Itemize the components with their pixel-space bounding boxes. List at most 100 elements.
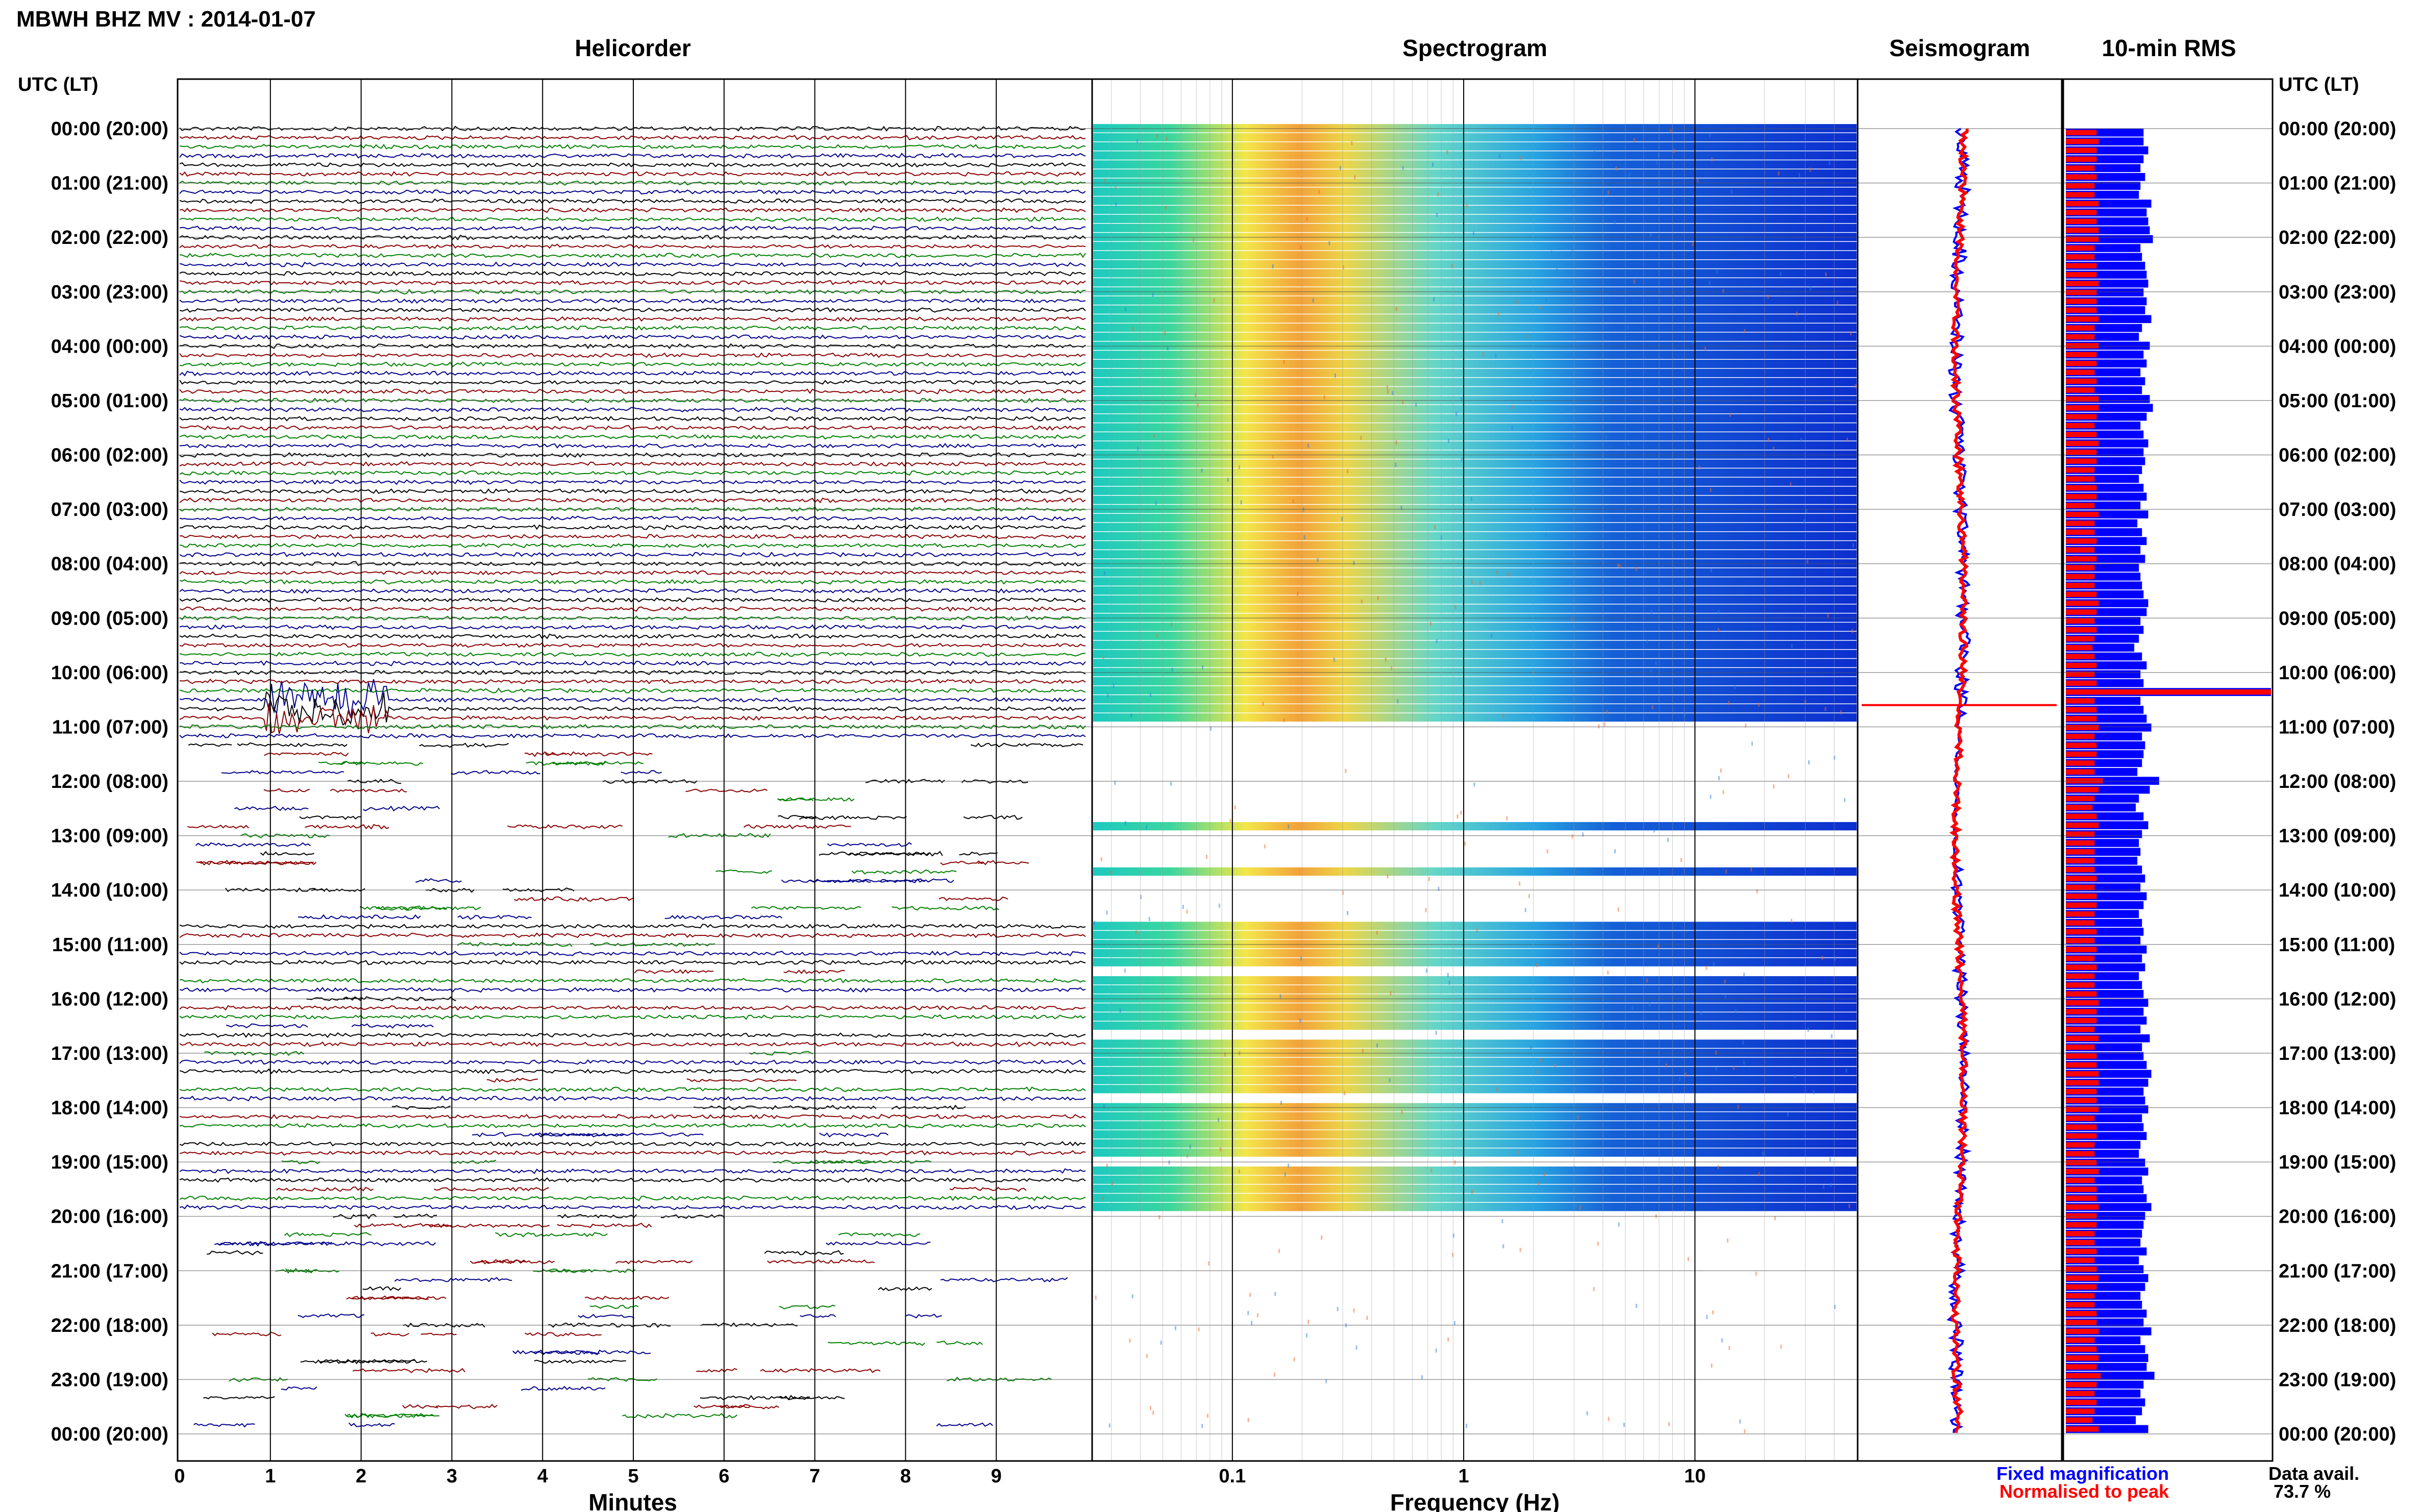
spectrogram-speckle — [1465, 1424, 1467, 1428]
spectrogram-speckle — [1279, 994, 1281, 999]
spectrogram-speckle — [1656, 160, 1658, 165]
spectrogram-speckle — [1706, 965, 1708, 970]
spectrogram-row — [1093, 468, 1857, 477]
spectrogram-speckle — [1219, 1147, 1221, 1152]
rms-bar-normalised — [2066, 742, 2097, 748]
spectrogram-speckle — [1774, 1216, 1776, 1221]
spectrogram-speckle — [1353, 1308, 1355, 1313]
spectrogram-speckle — [1829, 1157, 1831, 1162]
spectrogram-row — [1093, 595, 1857, 604]
rms-bar-normalised — [2066, 1222, 2097, 1228]
time-tick-right: 12:00 (08:00) — [2279, 771, 2396, 792]
spectrogram-speckle — [1709, 133, 1711, 137]
spectrogram-speckle — [1351, 141, 1353, 145]
spectrogram-speckle — [1455, 411, 1458, 416]
spectrogram-speckle — [1432, 162, 1434, 167]
time-tick-right: 14:00 (10:00) — [2279, 880, 2396, 901]
spectrogram-row — [1093, 368, 1857, 378]
time-tick-right: 08:00 (04:00) — [2279, 554, 2396, 575]
time-tick-right: 23:00 (19:00) — [2279, 1369, 2396, 1391]
rms-bar-normalised — [2066, 1169, 2099, 1175]
spectrogram-speckle — [1110, 870, 1112, 875]
spectrogram-row — [1093, 260, 1857, 268]
spectrogram-speckle — [1831, 1034, 1833, 1038]
helicorder-trace — [179, 361, 1086, 367]
spectrogram-row — [1093, 1184, 1857, 1193]
spectrogram-row — [1093, 414, 1857, 423]
helicorder-trace — [525, 1332, 602, 1337]
helicorder-trace — [199, 860, 317, 865]
spectrogram-speckle — [1400, 506, 1402, 510]
spectrogram-speckle — [1517, 1150, 1519, 1155]
time-tick-left: 04:00 (00:00) — [51, 336, 168, 357]
spectrogram-row — [1093, 867, 1857, 876]
spectrogram-speckle — [1653, 828, 1655, 833]
spectrogram-speckle — [1545, 298, 1547, 302]
spectrogram-speckle — [1751, 741, 1753, 746]
spectrogram-speckle — [1247, 1311, 1249, 1316]
spectrogram-speckle — [1840, 710, 1842, 714]
spectrogram-speckle — [1545, 533, 1547, 537]
rms-bar-normalised — [2066, 982, 2095, 988]
spectrogram-speckle — [1114, 781, 1116, 785]
spectrogram-speckle — [1461, 397, 1463, 402]
rms-bar-normalised — [2066, 991, 2097, 997]
spectrogram-speckle — [1536, 963, 1538, 968]
rms-bar-normalised — [2066, 769, 2095, 775]
spectrogram-speckle — [1614, 219, 1616, 224]
helicorder-trace — [179, 334, 1086, 340]
spectrogram-speckle — [1756, 889, 1758, 894]
helicorder-trace — [179, 479, 1086, 485]
spectrogram-row — [1093, 432, 1857, 441]
spectrogram-speckle — [1720, 769, 1722, 773]
helicorder-trace — [298, 1313, 365, 1318]
spectrogram-row — [1093, 196, 1857, 205]
rms-bar-normalised — [2066, 760, 2095, 766]
spectrogram-speckle — [1773, 784, 1775, 789]
spectrogram-speckle — [1272, 264, 1274, 269]
rms-bar-normalised — [2066, 343, 2099, 349]
rms-bar-normalised — [2066, 511, 2099, 517]
spectrogram-row — [1093, 604, 1857, 613]
spectrogram-speckle — [1594, 148, 1596, 153]
rms-bar-normalised — [2066, 529, 2095, 535]
spectrogram-speckle — [1767, 437, 1769, 442]
spectrogram-row — [1093, 332, 1857, 341]
time-tick-left: 14:00 (10:00) — [51, 880, 168, 901]
spectrogram-speckle — [1651, 609, 1653, 614]
spectrogram-speckle — [1724, 994, 1726, 999]
spectrogram-speckle — [1451, 1253, 1453, 1257]
rms-bar-normalised — [2066, 476, 2095, 482]
helicorder-trace — [940, 1278, 984, 1282]
spectrogram-row — [1093, 1194, 1857, 1202]
helicorder-trace — [179, 270, 1086, 277]
spectrogram-speckle — [1377, 596, 1379, 601]
spectrogram-speckle — [1262, 702, 1264, 706]
spectrogram-speckle — [1684, 712, 1686, 717]
rms-bar-normalised — [2066, 263, 2097, 269]
spectrogram-speckle — [1256, 1313, 1258, 1318]
helicorder-trace — [583, 1132, 704, 1137]
spectrogram-speckle — [1718, 776, 1720, 780]
spectrogram-speckle — [1848, 1204, 1850, 1208]
time-tick-left: 02:00 (22:00) — [51, 227, 168, 249]
spectrogram-speckle — [1633, 138, 1635, 142]
helicorder-trace — [318, 761, 367, 765]
time-tick-left: 19:00 (15:00) — [51, 1152, 168, 1173]
spectrogram-row — [1093, 387, 1857, 395]
helicorder-frame — [177, 78, 1093, 1462]
spectrogram-speckle — [1395, 463, 1397, 467]
spectrogram-row — [1093, 378, 1857, 386]
time-tick-right: 00:00 (20:00) — [2279, 118, 2396, 140]
spectrogram-row — [1093, 242, 1857, 251]
spectrogram-row — [1093, 405, 1857, 414]
spectrogram-row — [1093, 486, 1857, 495]
spectrogram-speckle — [1135, 930, 1137, 934]
time-tick-right: 03:00 (23:00) — [2279, 282, 2396, 303]
rms-bar-normalised — [2066, 272, 2097, 278]
helicorder-trace — [305, 824, 389, 830]
spectrogram-speckle — [1718, 610, 1720, 614]
rms-bar-normalised — [2066, 494, 2097, 500]
time-tick-left: 21:00 (17:00) — [51, 1260, 168, 1282]
spectrogram-speckle — [1376, 1043, 1378, 1048]
